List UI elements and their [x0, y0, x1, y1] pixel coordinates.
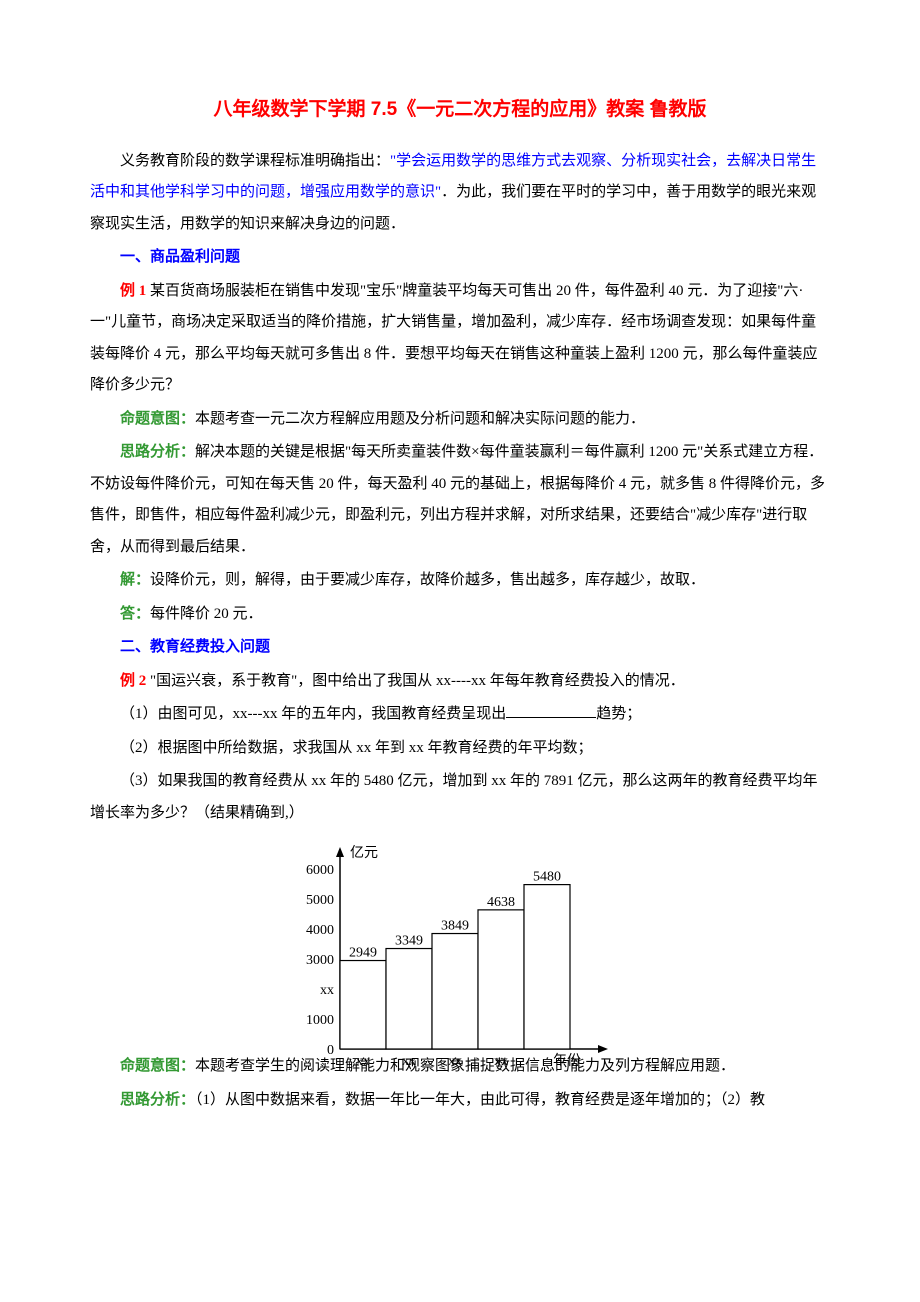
svg-text:xx: xx	[320, 983, 334, 998]
intent1: 命题意图：本题考查一元二次方程解应用题及分析问题和解决实际问题的能力．	[90, 404, 830, 436]
svg-text:3000: 3000	[306, 953, 334, 968]
svg-text:6000: 6000	[306, 863, 334, 878]
svg-text:5000: 5000	[306, 893, 334, 908]
analysis2-body: （1）从图中数据来看，数据一年比一年大，由此可得，教育经费是逐年增加的；（2）教	[195, 1092, 765, 1108]
section2-heading: 二、教育经费投入问题	[90, 632, 830, 664]
svg-text:3849: 3849	[441, 919, 469, 934]
solve1-body: 设降价元，则，解得，由于要减少库存，故降价越多，售出越多，库存越少，故取．	[150, 572, 705, 588]
ex1-body: 某百货商场服装柜在销售中发现"宝乐"牌童装平均每天可售出 20 件，每件盈利 4…	[90, 283, 818, 394]
ex2-label: 例 2	[120, 673, 146, 689]
intent2-label: 命题意图：	[120, 1058, 195, 1074]
q1-post: 趋势；	[596, 706, 641, 722]
svg-text:5480: 5480	[533, 870, 561, 885]
svg-text:亿元: 亿元	[350, 845, 378, 861]
svg-text:4638: 4638	[487, 895, 515, 910]
answer1-label: 答：	[120, 606, 150, 622]
bar-chart: 亿元 0 1000 xx 3000 4000 5000 6000 2949 3349 3849 463…	[280, 839, 640, 1069]
intent1-label: 命题意图：	[120, 411, 195, 427]
page-title: 八年级数学下学期 7.5《一元二次方程的应用》教案 鲁教版	[90, 90, 830, 130]
title-suffix: 鲁教版	[644, 99, 706, 120]
svg-text:2949: 2949	[349, 946, 377, 961]
section1-heading: 一、商品盈利问题	[90, 242, 830, 274]
q1: （1）由图可见，xx---xx 年的五年内，我国教育经费呈现出 趋势；	[90, 699, 830, 731]
svg-text:年份: 年份	[553, 1053, 581, 1069]
analysis1-body: 解决本题的关键是根据"每天所卖童装件数×每件童装赢利＝每件赢利 1200 元"关…	[90, 444, 825, 555]
sec2-heading-text: 二、教育经费投入问题	[120, 639, 270, 655]
answer1: 答：每件降价 20 元．	[90, 599, 830, 631]
title-red: 八年级数学下学期 7.5《一元二次方程的应用》教案	[214, 99, 645, 120]
q2-text: （2）根据图中所给数据，求我国从 xx 年到 xx 年教育经费的年平均数；	[120, 740, 593, 756]
ex1-label: 例 1	[120, 283, 146, 299]
q3-text: （3）如果我国的教育经费从 xx 年的 5480 亿元，增加到 xx 年的 78…	[90, 773, 818, 821]
solve1: 解：设降价元，则，解得，由于要减少库存，故降价越多，售出越多，库存越少，故取．	[90, 565, 830, 597]
sec1-heading-text: 一、商品盈利问题	[120, 249, 240, 265]
example2: 例 2 "国运兴衰，系于教育"，图中给出了我国从 xx----xx 年每年教育经…	[90, 666, 830, 698]
intro-pre: 义务教育阶段的数学课程标准明确指出：	[120, 153, 390, 169]
svg-text:xx: xx	[448, 1054, 462, 1069]
analysis1-label: 思路分析：	[120, 444, 195, 460]
q1-pre: （1）由图可见，xx---xx 年的五年内，我国教育经费呈现出	[120, 706, 506, 722]
ex2-intro: "国运兴衰，系于教育"，图中给出了我国从 xx----xx 年每年教育经费投入的…	[146, 673, 684, 689]
answer1-body: 每件降价 20 元．	[150, 606, 263, 622]
intro-paragraph: 义务教育阶段的数学课程标准明确指出："学会运用数学的思维方式去观察、分析现实社会…	[90, 146, 830, 241]
chart-svg: 亿元 0 1000 xx 3000 4000 5000 6000 2949 3349 3849 463…	[280, 839, 640, 1069]
blank-line	[506, 703, 596, 718]
q2: （2）根据图中所给数据，求我国从 xx 年到 xx 年教育经费的年平均数；	[90, 733, 830, 765]
svg-text:1000: 1000	[306, 1013, 334, 1028]
analysis2-label: 思路分析：	[120, 1092, 195, 1108]
svg-text:xx: xx	[402, 1054, 416, 1069]
svg-text:xx: xx	[494, 1054, 508, 1069]
example1: 例 1 某百货商场服装柜在销售中发现"宝乐"牌童装平均每天可售出 20 件，每件…	[90, 276, 830, 402]
analysis2: 思路分析：（1）从图中数据来看，数据一年比一年大，由此可得，教育经费是逐年增加的…	[90, 1085, 830, 1117]
intent1-body: 本题考查一元二次方程解应用题及分析问题和解决实际问题的能力．	[195, 411, 645, 427]
svg-text:3349: 3349	[395, 934, 423, 949]
svg-text:xx: xx	[356, 1054, 370, 1069]
solve1-label: 解：	[120, 572, 150, 588]
analysis1: 思路分析：解决本题的关键是根据"每天所卖童装件数×每件童装赢利＝每件赢利 120…	[90, 437, 830, 563]
svg-text:0: 0	[327, 1043, 334, 1058]
q3: （3）如果我国的教育经费从 xx 年的 5480 亿元，增加到 xx 年的 78…	[90, 766, 830, 829]
svg-text:4000: 4000	[306, 923, 334, 938]
